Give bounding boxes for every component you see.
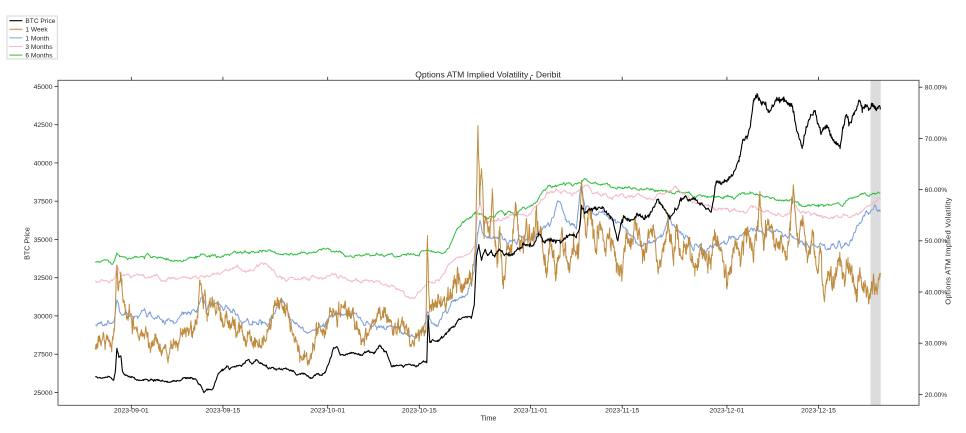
svg-text:2023-12-15: 2023-12-15 — [801, 408, 836, 415]
svg-text:BTC Price: BTC Price — [23, 227, 32, 260]
svg-text:40.00%: 40.00% — [925, 289, 948, 296]
svg-text:35000: 35000 — [34, 237, 53, 244]
svg-text:1 Month: 1 Month — [25, 35, 49, 42]
svg-text:27500: 27500 — [34, 352, 53, 359]
svg-text:Time: Time — [481, 413, 497, 422]
svg-text:50.00%: 50.00% — [925, 238, 948, 245]
svg-text:6 Months: 6 Months — [25, 53, 53, 60]
svg-text:37500: 37500 — [34, 199, 53, 206]
svg-text:2023-09-01: 2023-09-01 — [114, 408, 149, 415]
svg-text:2023-12-01: 2023-12-01 — [710, 408, 745, 415]
svg-text:2023-10-15: 2023-10-15 — [402, 408, 437, 415]
svg-text:60.00%: 60.00% — [925, 187, 948, 194]
svg-text:40000: 40000 — [34, 160, 53, 167]
svg-text:Options ATM Implied Volatility: Options ATM Implied Volatility - Deribit — [415, 70, 561, 80]
svg-text:30.00%: 30.00% — [925, 341, 948, 348]
svg-text:3 Months: 3 Months — [25, 44, 53, 51]
svg-text:32500: 32500 — [34, 275, 53, 282]
svg-text:1 Week: 1 Week — [25, 27, 48, 34]
svg-text:2023-09-15: 2023-09-15 — [206, 408, 241, 415]
svg-text:80.00%: 80.00% — [925, 85, 948, 92]
svg-text:Options ATM Implied Volatility: Options ATM Implied Volatility — [944, 197, 953, 304]
svg-text:2023-10-01: 2023-10-01 — [310, 408, 345, 415]
svg-text:25000: 25000 — [34, 390, 53, 397]
svg-text:2023-11-01: 2023-11-01 — [513, 408, 547, 415]
svg-text:45000: 45000 — [34, 84, 53, 91]
svg-text:70.00%: 70.00% — [925, 136, 948, 143]
svg-text:2023-11-15: 2023-11-15 — [605, 408, 639, 415]
svg-text:30000: 30000 — [34, 313, 53, 320]
svg-text:42500: 42500 — [34, 122, 53, 129]
svg-text:20.00%: 20.00% — [925, 392, 948, 399]
svg-text:BTC Price: BTC Price — [25, 18, 55, 25]
